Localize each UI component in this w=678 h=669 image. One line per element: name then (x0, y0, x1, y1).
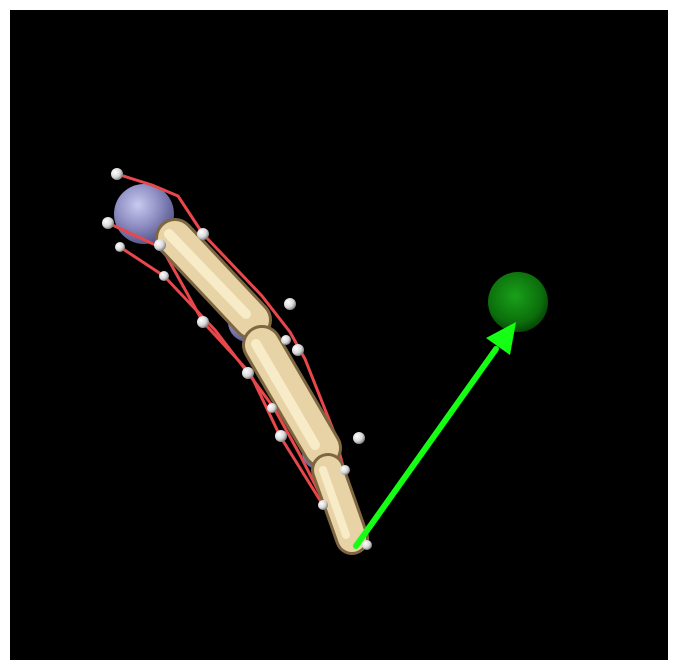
capsule-proximal-highlight (164, 229, 251, 319)
marker (102, 217, 114, 229)
arrow-shaft (353, 346, 499, 549)
marker (115, 242, 125, 252)
marker (242, 367, 254, 379)
marker (353, 432, 365, 444)
marker (292, 344, 304, 356)
marker (154, 239, 166, 251)
capsule-middle-highlight (251, 339, 320, 450)
marker (275, 430, 287, 442)
scene-background (10, 10, 668, 660)
marker (159, 271, 169, 281)
finger-capsule-chain (155, 218, 369, 555)
marker (284, 298, 296, 310)
marker (281, 335, 291, 345)
marker (197, 316, 209, 328)
marker (340, 465, 350, 475)
marker (362, 540, 372, 550)
site-markers (102, 168, 372, 550)
marker (318, 500, 328, 510)
capsule-distal (314, 456, 366, 552)
marker (197, 228, 209, 240)
arrow-head (486, 322, 516, 355)
target-sphere (488, 272, 548, 332)
marker (267, 403, 277, 413)
marker (111, 168, 123, 180)
direction-arrow (353, 322, 516, 549)
capsule-distal-highlight (319, 466, 350, 539)
